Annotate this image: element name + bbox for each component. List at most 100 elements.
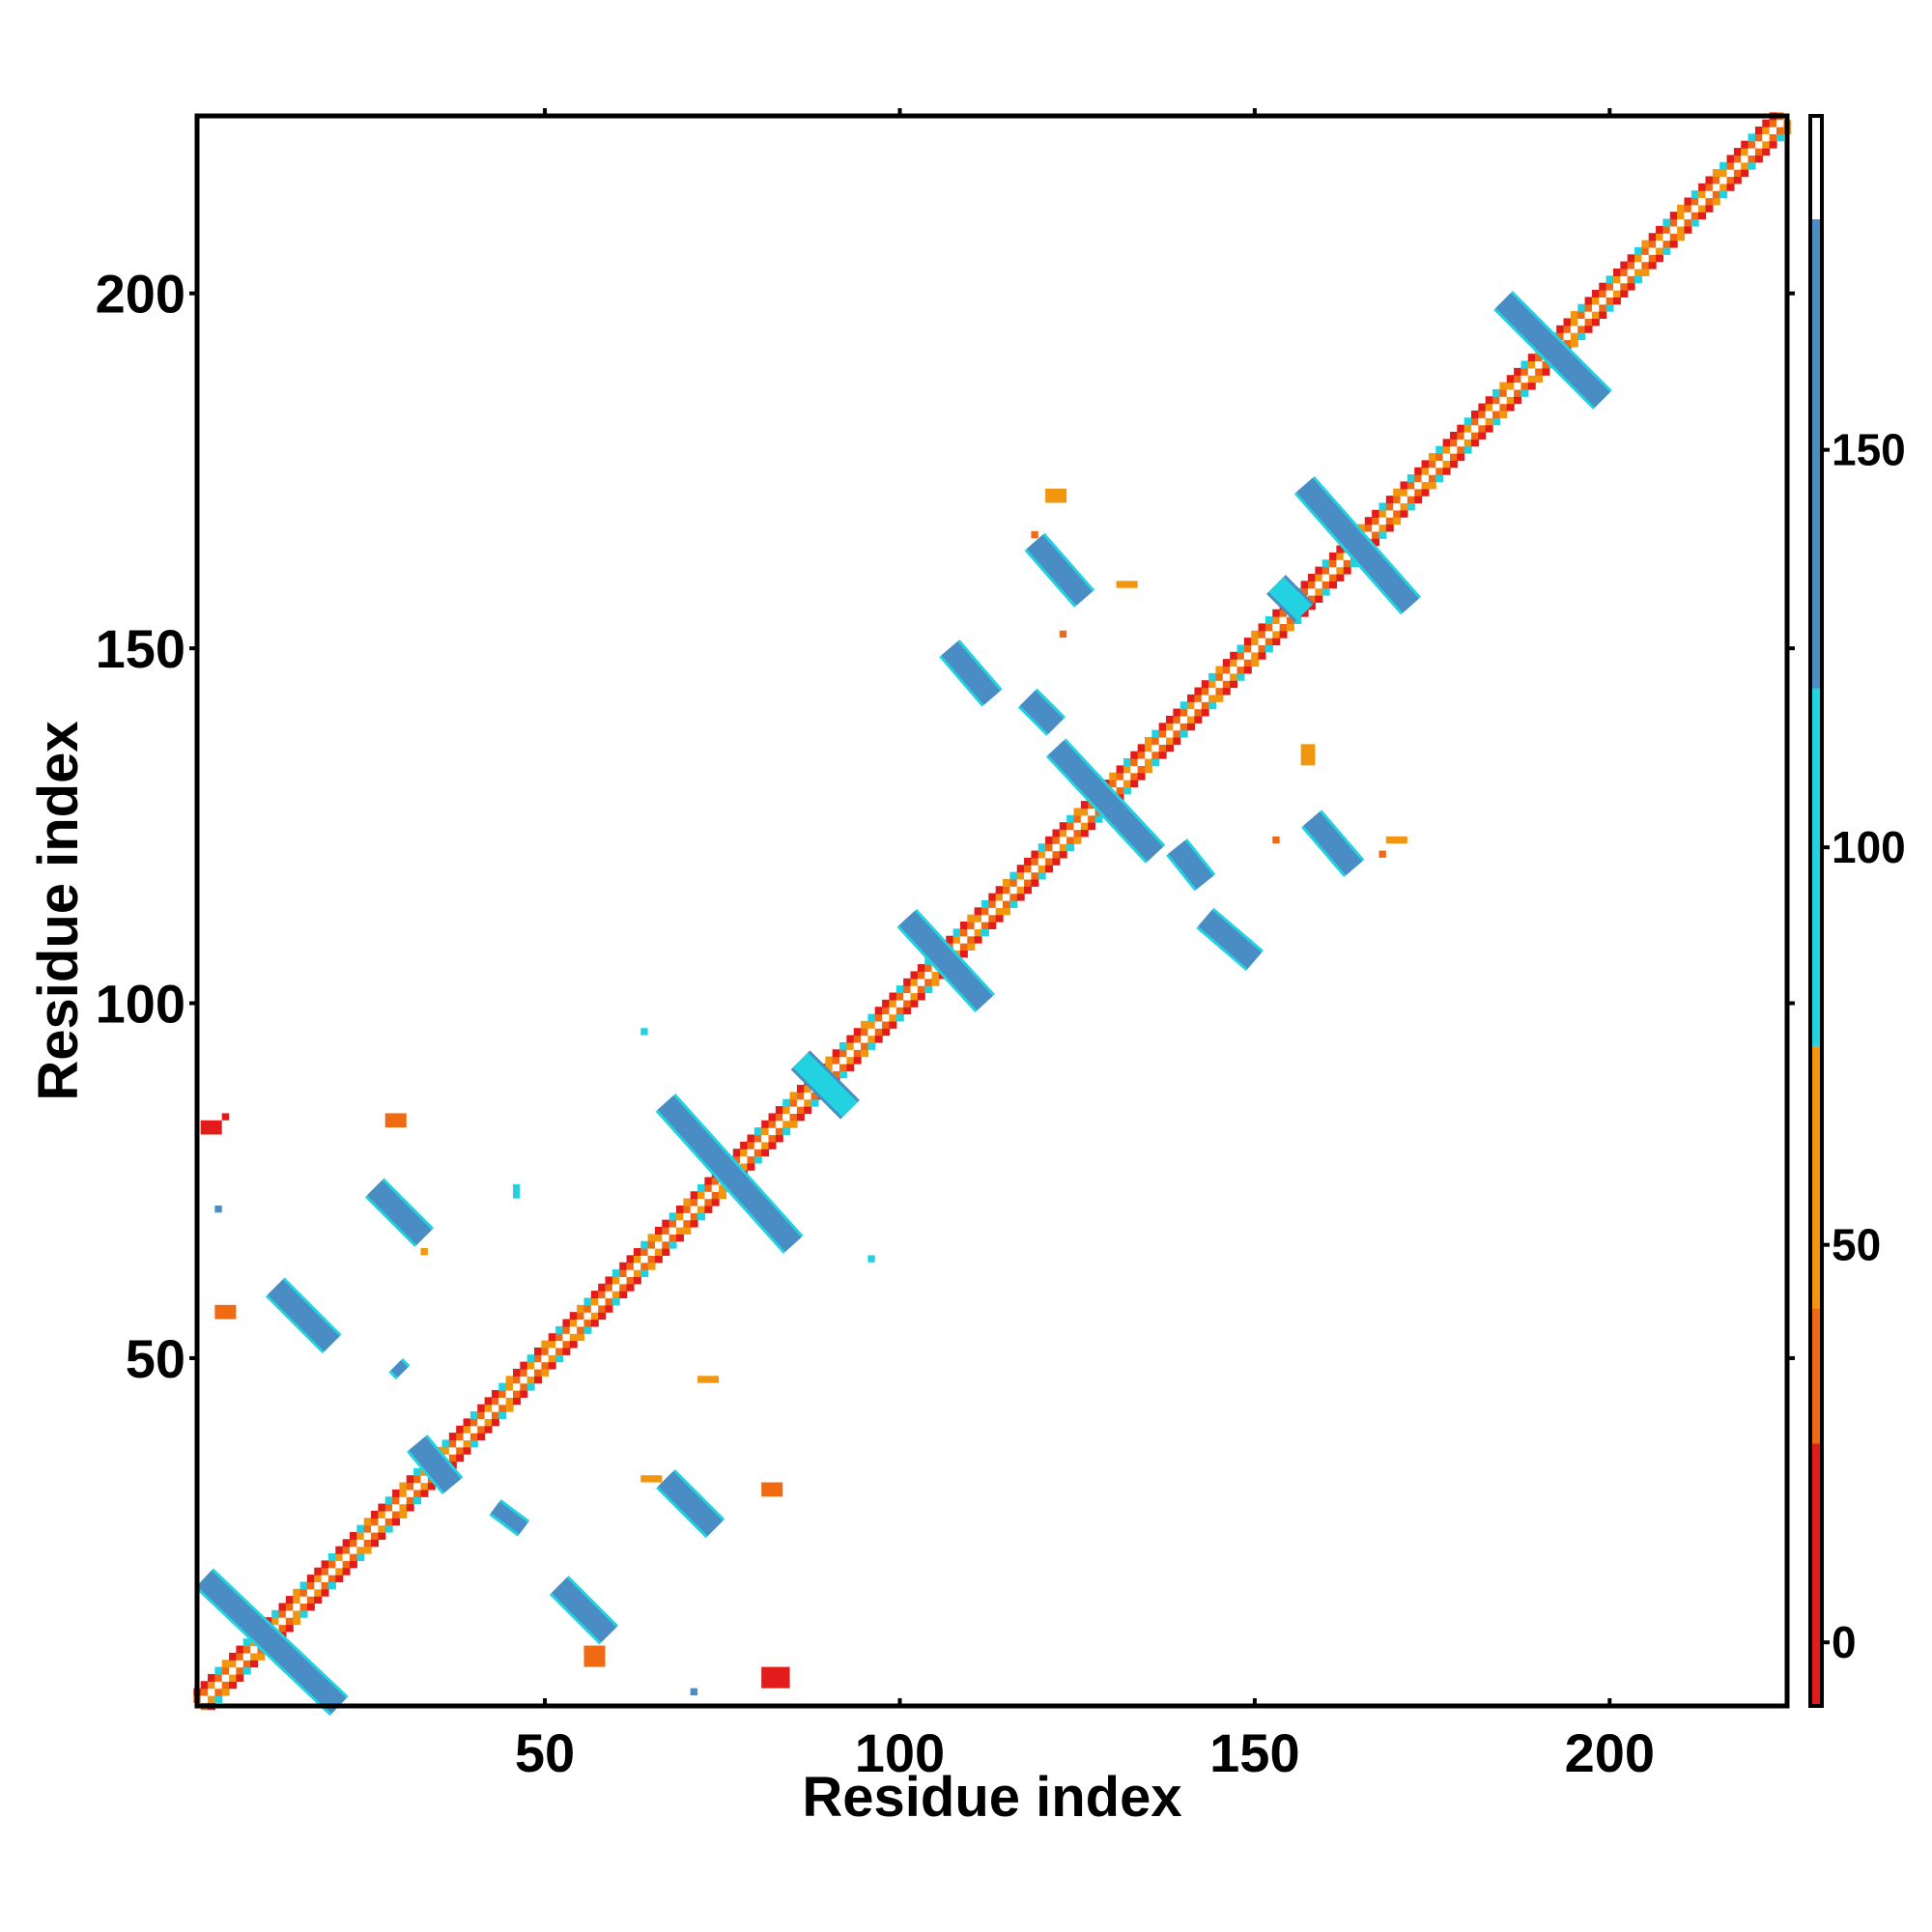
diagonal-cell <box>427 1482 436 1491</box>
diagonal-cell <box>520 1368 528 1377</box>
diagonal-cell <box>1677 233 1686 242</box>
diagonal-cell <box>1329 559 1337 568</box>
diagonal-cell <box>1094 814 1103 823</box>
diagonal-cell <box>221 1688 230 1696</box>
diagonal-cell <box>924 971 933 980</box>
diagonal-cell <box>469 1425 478 1434</box>
diagonal-cell <box>1130 765 1139 774</box>
diagonal-cell <box>1286 623 1294 632</box>
diagonal-cell <box>1052 829 1061 838</box>
diagonal-cell <box>1712 183 1720 191</box>
diagonal-cell <box>1137 744 1146 753</box>
diagonal-cell <box>690 1205 698 1213</box>
diagonal-cell <box>1499 410 1508 418</box>
diagonal-cell <box>1605 282 1614 291</box>
contact-dot <box>1378 850 1386 858</box>
diagonal-cell <box>853 1028 862 1037</box>
diagonal-cell <box>1293 616 1302 624</box>
diagonal-cell <box>980 922 989 929</box>
diagonal-cell <box>1187 715 1196 724</box>
diagonal-cell <box>995 914 1004 923</box>
diagonal-cell <box>1478 424 1487 433</box>
contact-dot <box>1272 836 1280 844</box>
diagonal-cell <box>1577 325 1586 333</box>
diagonal-cell <box>1003 878 1010 887</box>
colorbar-tick-label: 50 <box>1832 1220 1881 1270</box>
diagonal-cell <box>1527 360 1536 369</box>
diagonal-cell <box>846 1049 855 1058</box>
diagonal-cell <box>327 1575 336 1583</box>
diagonal-cell <box>1641 268 1650 276</box>
diagonal-cell <box>371 1510 379 1519</box>
diagonal-cell <box>1037 850 1046 859</box>
diagonal-cell <box>931 971 940 980</box>
diagonal-cell <box>1421 467 1430 475</box>
diagonal-cell <box>1577 303 1586 312</box>
diagonal-cell <box>1591 318 1600 327</box>
diagonal-cell <box>526 1361 535 1370</box>
diagonal-cell <box>583 1319 592 1327</box>
diagonal-cell <box>1506 388 1515 397</box>
diagonal-cell <box>988 914 997 923</box>
diagonal-cell <box>1321 559 1330 568</box>
diagonal-cell <box>1385 524 1394 532</box>
diagonal-cell <box>1264 638 1273 646</box>
diagonal-cell <box>1527 367 1536 376</box>
diagonal-cell <box>1478 431 1487 440</box>
diagonal-cell <box>910 985 919 994</box>
diagonal-cell <box>1648 233 1657 242</box>
diagonal-cell <box>1684 212 1692 220</box>
diagonal-cell <box>796 1113 805 1122</box>
diagonal-cell <box>753 1141 762 1150</box>
diagonal-cell <box>775 1127 783 1136</box>
diagonal-cell <box>498 1382 507 1391</box>
diagonal-cell <box>1222 680 1231 689</box>
diagonal-cell <box>1520 367 1529 376</box>
diagonal-cell <box>285 1609 294 1618</box>
diagonal-cell <box>626 1262 635 1270</box>
diagonal-cell <box>704 1205 713 1213</box>
diagonal-cell <box>611 1297 620 1306</box>
diagonal-cell <box>1514 375 1522 384</box>
diagonal-cell <box>1599 282 1607 291</box>
diagonal-cell <box>889 1013 897 1022</box>
diagonal-cell <box>285 1603 294 1611</box>
diagonal-cell <box>541 1340 550 1349</box>
diagonal-cell <box>1492 417 1500 426</box>
diagonal-cell <box>384 1496 393 1505</box>
diagonal-cell <box>1109 780 1118 788</box>
diagonal-cell <box>1634 246 1642 255</box>
diagonal-cell <box>1478 410 1487 418</box>
diagonal-cell <box>512 1382 521 1391</box>
diagonal-cell <box>242 1638 251 1647</box>
diagonal-cell <box>917 964 925 973</box>
diagonal-cell <box>1741 140 1749 149</box>
diagonal-cell <box>448 1461 457 1469</box>
diagonal-cell <box>484 1404 493 1412</box>
diagonal-cell <box>512 1376 521 1384</box>
diagonal-cell <box>441 1439 450 1448</box>
diagonal-cell <box>804 1085 812 1093</box>
contact-dot <box>512 1183 521 1199</box>
diagonal-cell <box>413 1489 422 1497</box>
diagonal-cell <box>1258 651 1266 660</box>
contact-dot <box>1385 836 1407 844</box>
diagonal-cell <box>1584 318 1593 327</box>
diagonal-cell <box>1307 573 1316 582</box>
diagonal-cell <box>874 1020 883 1029</box>
diagonal-cell <box>1527 375 1536 384</box>
diagonal-cell <box>633 1248 641 1256</box>
diagonal-cell <box>498 1411 507 1419</box>
diagonal-cell <box>505 1376 514 1384</box>
diagonal-cell <box>1463 417 1472 426</box>
diagonal-cell <box>1414 496 1423 504</box>
diagonal-cell <box>1066 843 1075 852</box>
diagonal-cell <box>477 1418 486 1427</box>
diagonal-cell <box>1520 388 1529 397</box>
diagonal-cell <box>1315 581 1323 589</box>
diagonal-cell <box>626 1255 635 1264</box>
diagonal-cell <box>463 1433 471 1441</box>
diagonal-cell <box>753 1155 762 1164</box>
diagonal-cell <box>342 1567 351 1576</box>
diagonal-cell <box>704 1191 713 1200</box>
